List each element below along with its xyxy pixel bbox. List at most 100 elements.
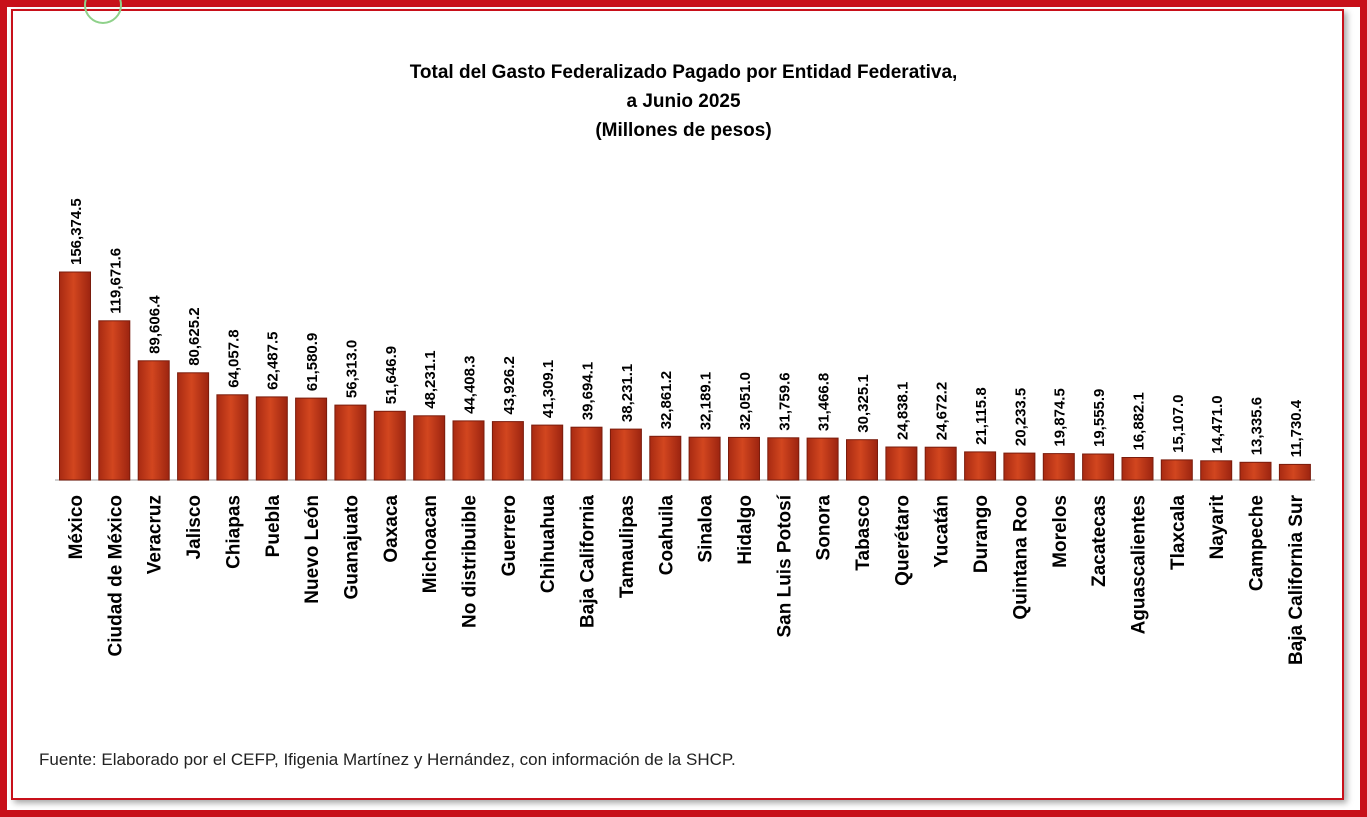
bar [806, 437, 839, 481]
data-label: 56,313.0 [343, 340, 360, 398]
data-label: 80,625.2 [186, 307, 203, 365]
chart-units: (Millones de pesos) [595, 120, 772, 141]
bar [649, 435, 682, 481]
x-tick-label: Guerrero [499, 495, 520, 576]
x-tick-label: Hidalgo [735, 495, 756, 565]
x-tick-label: Chiapas [223, 495, 244, 569]
bar [216, 394, 249, 481]
bar [570, 426, 603, 481]
data-label: 13,335.6 [1249, 397, 1266, 455]
data-label: 20,233.5 [1012, 388, 1029, 446]
data-label: 31,759.6 [776, 372, 793, 430]
x-tick-label: Durango [971, 495, 992, 573]
bars-group [59, 271, 1311, 481]
bar [334, 404, 367, 481]
bar [295, 397, 328, 481]
bar [609, 428, 642, 481]
bar [137, 360, 170, 481]
bar [728, 436, 760, 481]
x-tick-label: Quintana Roo [1010, 495, 1031, 620]
data-label: 89,606.4 [147, 295, 164, 354]
data-label: 32,189.1 [698, 372, 715, 430]
bar [1160, 459, 1193, 481]
data-label: 31,466.8 [816, 373, 833, 431]
x-tick-label: Sinaloa [696, 495, 717, 563]
x-tick-label: San Luis Potosí [774, 494, 795, 637]
data-label: 30,325.1 [855, 374, 872, 432]
category-labels-group: México Ciudad de México Veracruz Jalisco Chi… [66, 494, 1307, 665]
bar [767, 437, 800, 481]
bar [1003, 452, 1036, 481]
x-tick-label: Chihuahua [538, 495, 559, 594]
data-label: 48,231.1 [422, 350, 439, 408]
bar [1042, 453, 1075, 481]
data-label: 19,874.5 [1052, 388, 1069, 446]
bar [98, 320, 131, 481]
x-tick-label: Nuevo León [302, 495, 323, 604]
x-tick-label: Puebla [263, 495, 284, 558]
bar [413, 415, 446, 481]
bar [1082, 453, 1115, 481]
x-tick-label: Zacatecas [1089, 495, 1110, 587]
x-tick-label: Guanajuato [341, 495, 362, 600]
bar [373, 410, 406, 481]
bar [1239, 461, 1272, 481]
bar [491, 421, 524, 481]
data-label: 64,057.8 [225, 329, 242, 387]
x-tick-label: Sonora [814, 495, 835, 561]
x-tick-label: Michoacan [420, 495, 441, 593]
data-label: 39,694.1 [580, 362, 597, 420]
bar [452, 420, 485, 481]
bar [59, 271, 91, 481]
data-label: 14,471.0 [1209, 395, 1226, 453]
x-tick-label: Baja California Sur [1286, 494, 1307, 665]
bar [177, 372, 210, 481]
data-label: 11,730.4 [1288, 399, 1305, 457]
bar [1200, 460, 1233, 481]
x-tick-label: Coahuila [656, 495, 677, 576]
x-tick-label: Ciudad de México [105, 495, 126, 657]
bar [531, 424, 564, 481]
chart-subtitle: a Junio 2025 [626, 91, 741, 112]
x-tick-label: México [66, 495, 87, 559]
x-tick-label: Tlaxcala [1168, 495, 1189, 570]
x-tick-label: Yucatán [932, 495, 953, 568]
bar [964, 451, 997, 481]
data-label: 51,646.9 [383, 346, 400, 404]
data-label: 32,861.2 [658, 371, 675, 429]
bar [688, 436, 721, 481]
value-labels-group: 156,374.5 119,671.6 89,606.4 80,625.2 64,057… [68, 198, 1305, 457]
data-label: 16,882.1 [1130, 392, 1147, 450]
data-label: 119,671.6 [107, 248, 124, 314]
data-label: 24,672.2 [934, 382, 951, 440]
x-tick-label: Querétaro [892, 495, 913, 586]
data-label: 44,408.3 [462, 356, 479, 414]
data-label: 62,487.5 [265, 332, 282, 390]
data-label: 61,580.9 [304, 333, 321, 391]
bar [1278, 463, 1311, 481]
chart-title-block: Total del Gasto Federalizado Pagado por … [0, 58, 1367, 145]
source-note: Fuente: Elaborado por el CEFP, Ifigenia … [39, 750, 736, 769]
data-label: 43,926.2 [501, 356, 518, 414]
x-tick-label: Morelos [1050, 495, 1071, 568]
data-label: 32,051.0 [737, 372, 754, 430]
bar [255, 396, 288, 481]
x-tick-label: Aguascalientes [1128, 495, 1149, 634]
data-label: 24,838.1 [894, 382, 911, 440]
data-label: 19,555.9 [1091, 389, 1108, 447]
x-tick-label: No distribuible [460, 495, 481, 628]
x-tick-label: Tamaulipas [617, 495, 638, 598]
x-tick-label: Oaxaca [381, 495, 402, 563]
x-tick-label: Baja California [578, 495, 599, 628]
bar [885, 446, 918, 481]
data-label: 41,309.1 [540, 360, 557, 418]
chart-title: Total del Gasto Federalizado Pagado por … [409, 62, 958, 83]
x-tick-label: Tabasco [853, 495, 874, 571]
bar [1121, 457, 1154, 481]
bar [846, 439, 878, 481]
x-tick-label: Jalisco [184, 495, 205, 559]
data-label: 38,231.1 [619, 364, 636, 422]
data-label: 156,374.5 [68, 198, 85, 265]
x-tick-label: Campeche [1247, 495, 1268, 591]
